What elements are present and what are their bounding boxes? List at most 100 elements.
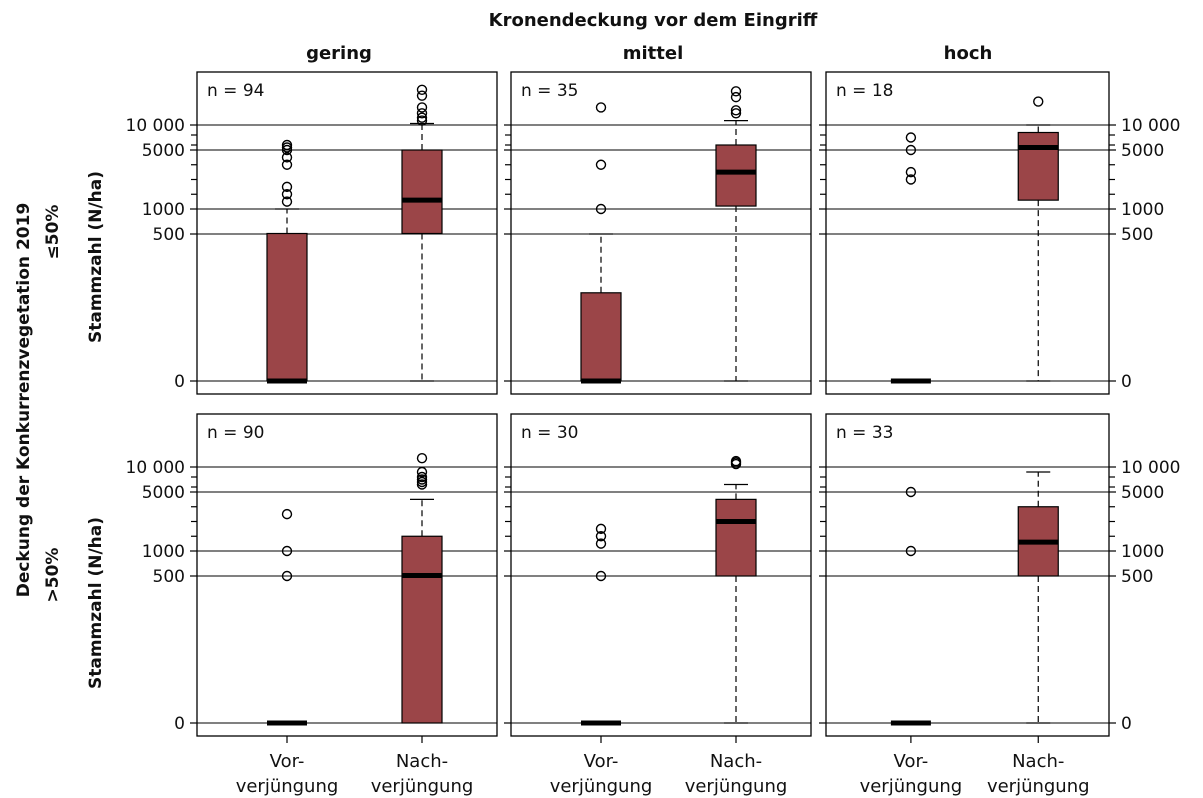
y-tick-label-10000: 10 000 bbox=[1121, 458, 1180, 478]
y-tick-label-5000: 5000 bbox=[1121, 483, 1164, 503]
row-title-gt50: >50% bbox=[43, 548, 63, 603]
x-tick-label-line1: Nach- bbox=[1012, 751, 1064, 772]
box-iqr bbox=[1017, 131, 1059, 201]
outlier-point bbox=[281, 570, 293, 582]
n-label: n = 35 bbox=[521, 81, 578, 101]
y-tick-label-500: 500 bbox=[1121, 567, 1153, 587]
outlier-point bbox=[730, 108, 742, 119]
y-tick-label-0: 0 bbox=[174, 372, 185, 392]
box-Vorverjüngung bbox=[580, 102, 622, 384]
outlier-point bbox=[416, 90, 428, 101]
x-tick-label-line1: Nach- bbox=[710, 751, 762, 772]
outlier-point bbox=[595, 203, 607, 215]
outlier-point bbox=[281, 545, 293, 557]
panel-gt50-hoch: 0 500 1000 5000 10 000 n = 33 Vor-verjüngung Na… bbox=[819, 413, 1180, 797]
panel-frame bbox=[196, 71, 498, 395]
x-tick-label-line1: Nach- bbox=[396, 751, 448, 772]
x-tick-label-line2: verjüngung bbox=[550, 776, 653, 797]
outlier-point bbox=[281, 196, 293, 207]
panel-frame bbox=[196, 413, 498, 737]
y-tick-label-1000: 1000 bbox=[1121, 542, 1164, 562]
box-iqr bbox=[715, 498, 757, 577]
y-tick-label-0: 0 bbox=[174, 714, 185, 734]
n-label: n = 18 bbox=[836, 81, 893, 101]
panel-gt50-mittel: n = 30 Vor-verjüngung Nach-verjüngung bbox=[504, 413, 812, 797]
outlier-point bbox=[730, 455, 742, 467]
outlier-point bbox=[416, 102, 428, 113]
outlier-point bbox=[416, 453, 428, 464]
outlier-point bbox=[595, 570, 607, 582]
x-tick-label-line2: verjüngung bbox=[860, 776, 963, 797]
box-Vorverjüngung bbox=[266, 139, 308, 384]
y-tick-label-5000: 5000 bbox=[142, 483, 185, 503]
box-Vorverjüngung bbox=[581, 523, 621, 726]
box-Vorverjüngung bbox=[890, 132, 931, 384]
outlier-point bbox=[730, 105, 742, 116]
outlier-point bbox=[281, 139, 293, 151]
n-label: n = 30 bbox=[521, 423, 578, 443]
x-tick-label-line2: verjüngung bbox=[685, 776, 788, 797]
box-iqr bbox=[401, 149, 443, 235]
outlier-point bbox=[905, 486, 917, 498]
outlier-point bbox=[595, 523, 607, 535]
box-Nachverjüngung bbox=[1017, 471, 1059, 724]
row-title-le50: ≤50% bbox=[43, 205, 63, 260]
y-tick-label-5000: 5000 bbox=[1121, 141, 1164, 161]
box-iqr bbox=[580, 292, 622, 382]
panel-frame bbox=[510, 413, 812, 737]
box-Nachverjüngung bbox=[1017, 96, 1059, 382]
box-Vorverjüngung bbox=[890, 486, 931, 726]
panel-le50-hoch: 0 500 1000 5000 10 000 n = 18 bbox=[819, 71, 1180, 395]
y-tick-label-500: 500 bbox=[1121, 225, 1153, 245]
outlier-point bbox=[905, 132, 917, 143]
x-tick-label-line2: verjüngung bbox=[236, 776, 339, 797]
x-tick-label-line2: verjüngung bbox=[987, 776, 1090, 797]
y-tick-label-10000: 10 000 bbox=[126, 116, 185, 136]
outlier-point bbox=[416, 108, 428, 119]
y-tick-label-10000: 10 000 bbox=[1121, 116, 1180, 136]
panel-frame bbox=[510, 71, 812, 395]
y-axis-label-bottom: Stammzahl (N/ha) bbox=[86, 517, 106, 689]
n-label: n = 94 bbox=[207, 81, 264, 101]
outlier-point bbox=[281, 189, 293, 200]
box-iqr bbox=[266, 232, 308, 382]
column-title-gering: gering bbox=[306, 43, 372, 64]
outlier-point bbox=[281, 159, 293, 170]
n-label: n = 90 bbox=[207, 423, 264, 443]
n-label: n = 33 bbox=[836, 423, 893, 443]
x-tick-label-line2: verjüngung bbox=[371, 776, 474, 797]
row-supertitle: Deckung der Konkurrenzvegetation 2019 bbox=[14, 203, 34, 598]
outlier-point bbox=[730, 91, 742, 103]
outlier-point bbox=[281, 181, 293, 193]
x-tick-label-line1: Vor- bbox=[584, 751, 619, 772]
column-title-hoch: hoch bbox=[944, 43, 993, 64]
panel-gt50-gering: 0 500 1000 5000 10 000 n = 90 Vor-verjüngung Na… bbox=[126, 413, 498, 797]
panel-le50-mittel: n = 35 bbox=[504, 71, 812, 395]
box-Nachverjüngung bbox=[715, 86, 757, 382]
panel-le50-gering: 0 500 1000 5000 10 000 n = 94 bbox=[126, 71, 498, 395]
outlier-point bbox=[595, 159, 607, 170]
box-iqr bbox=[401, 535, 443, 724]
outlier-point bbox=[416, 466, 428, 478]
y-tick-label-0: 0 bbox=[1121, 714, 1132, 734]
box-Nachverjüngung bbox=[401, 84, 443, 382]
x-tick-label-line1: Vor- bbox=[894, 751, 929, 772]
box-Nachverjüngung bbox=[401, 453, 443, 724]
y-tick-label-1000: 1000 bbox=[1121, 200, 1164, 220]
y-tick-label-0: 0 bbox=[1121, 372, 1132, 392]
panel-frame bbox=[825, 71, 1110, 395]
y-tick-label-500: 500 bbox=[153, 225, 185, 245]
outlier-point bbox=[416, 84, 428, 96]
outlier-point bbox=[416, 112, 428, 123]
outlier-point bbox=[905, 545, 917, 557]
x-tick-label-line1: Vor- bbox=[270, 751, 305, 772]
y-tick-label-5000: 5000 bbox=[142, 141, 185, 161]
outlier-point bbox=[595, 102, 607, 113]
y-tick-label-10000: 10 000 bbox=[126, 458, 185, 478]
outlier-point bbox=[595, 538, 607, 549]
box-Nachverjüngung bbox=[715, 455, 757, 724]
outlier-point bbox=[1033, 96, 1044, 107]
outlier-point bbox=[416, 471, 428, 483]
